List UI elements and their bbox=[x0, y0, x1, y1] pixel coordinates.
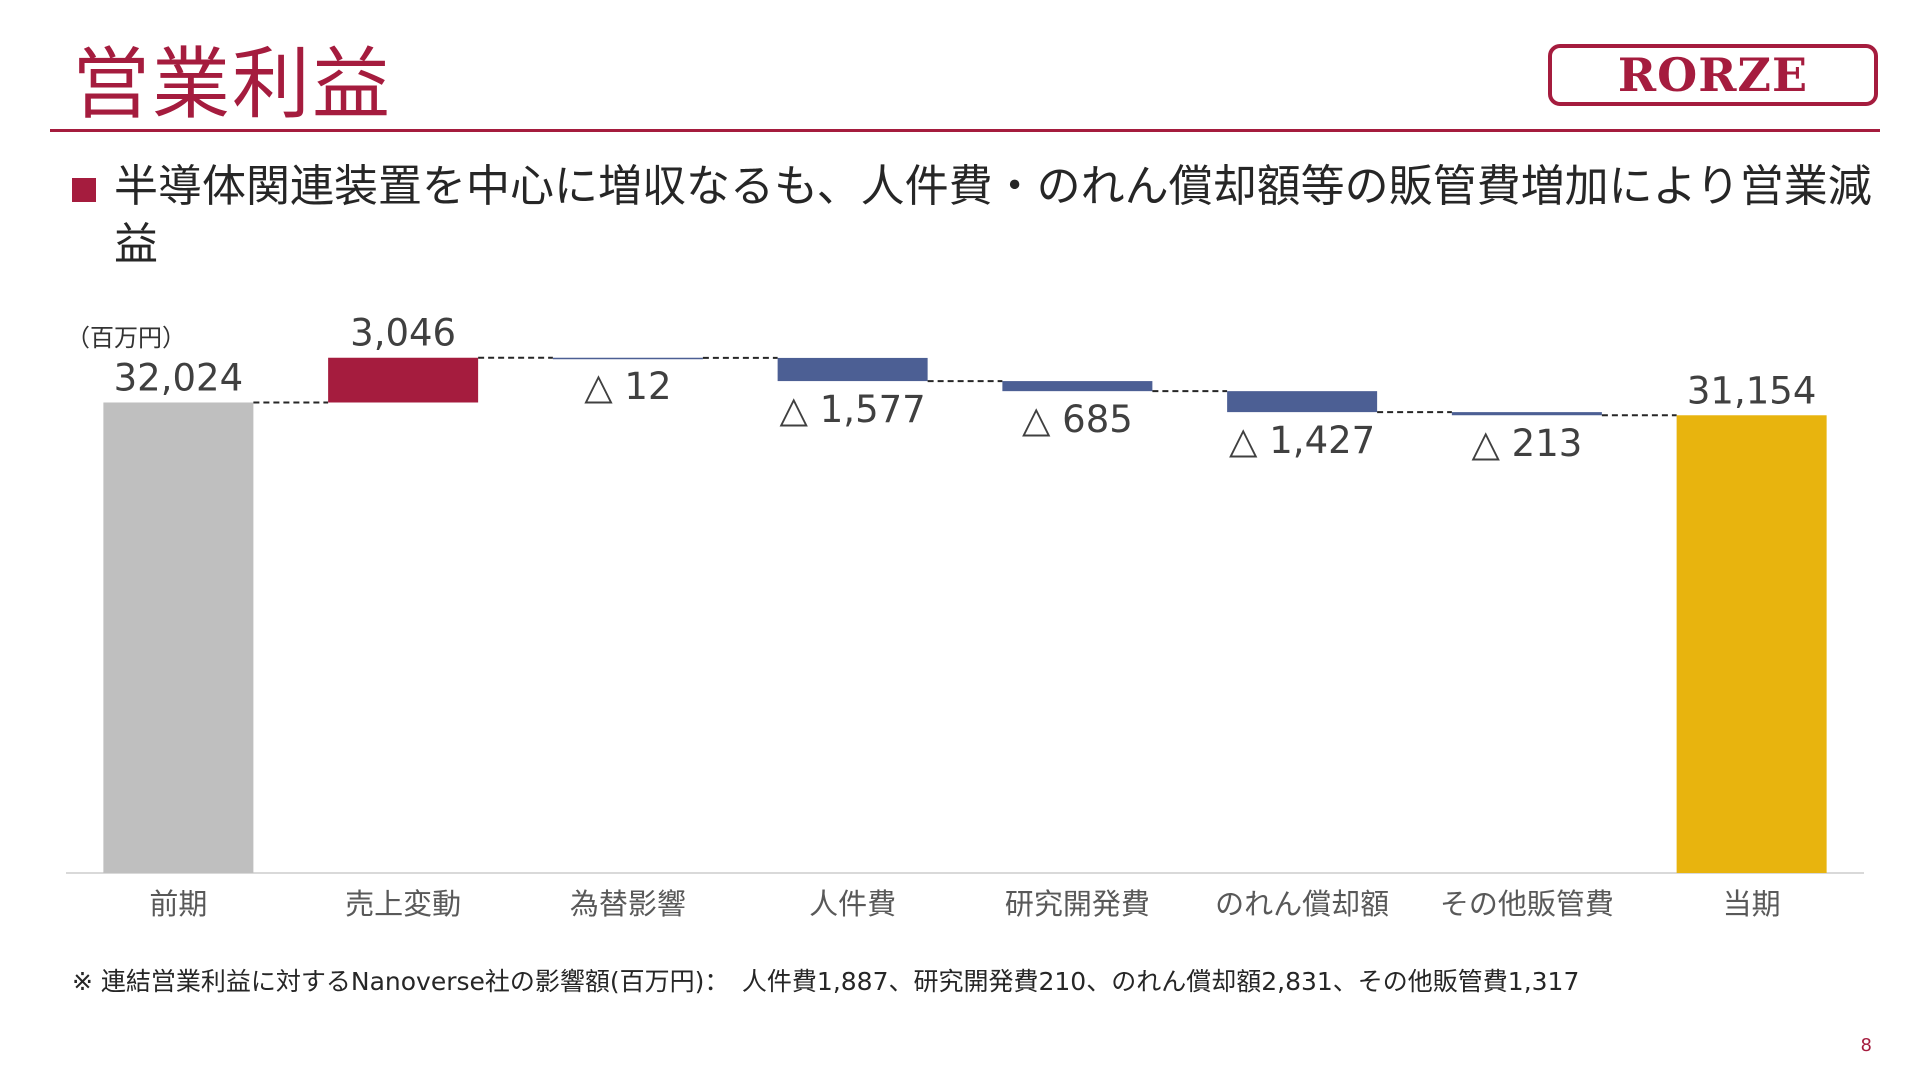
data-label-6: △ 213 bbox=[1471, 422, 1582, 465]
bar-0 bbox=[103, 402, 254, 873]
data-label-5: △ 1,427 bbox=[1229, 419, 1375, 462]
category-label-3: 人件費 bbox=[809, 887, 896, 921]
company-logo: RORZE bbox=[1548, 44, 1878, 106]
headline-text: 半導体関連装置を中心に増収なるも、人件費・のれん償却額等の販管費増加により営業減… bbox=[114, 161, 1872, 270]
data-label-0: 32,024 bbox=[114, 356, 243, 399]
data-label-7: 31,154 bbox=[1687, 369, 1816, 412]
headline-bullet: 半導体関連装置を中心に増収なるも、人件費・のれん償却額等の販管費増加により営業減… bbox=[72, 158, 1912, 274]
category-label-6: その他販管費 bbox=[1440, 887, 1614, 921]
data-label-4: △ 685 bbox=[1022, 398, 1133, 441]
bar-3 bbox=[777, 357, 928, 382]
data-label-2: △ 12 bbox=[584, 365, 671, 408]
unit-label: （百万円） bbox=[66, 324, 186, 352]
bar-4 bbox=[1002, 381, 1153, 392]
title-divider bbox=[50, 129, 1880, 132]
page-number: 8 bbox=[1860, 1035, 1872, 1056]
logo-text: RORZE bbox=[1617, 48, 1809, 102]
bar-5 bbox=[1227, 391, 1378, 413]
category-label-4: 研究開発費 bbox=[1005, 887, 1150, 921]
category-label-0: 前期 bbox=[149, 887, 207, 921]
bar-7 bbox=[1676, 415, 1827, 873]
category-label-2: 為替影響 bbox=[570, 887, 686, 921]
bullet-square-icon bbox=[72, 178, 96, 202]
category-label-5: のれん償却額 bbox=[1215, 887, 1389, 921]
bar-6 bbox=[1451, 412, 1602, 416]
data-label-3: △ 1,577 bbox=[780, 388, 926, 431]
category-label-1: 売上変動 bbox=[345, 887, 461, 921]
category-label-7: 当期 bbox=[1723, 887, 1781, 921]
footnote: ※ 連結営業利益に対するNanoverse社の影響額(百万円)： 人件費1,88… bbox=[72, 967, 1580, 996]
waterfall-chart: 32,024 前期 3,046 売上変動 △ 12 為替影響 △ 1,577 人件費 △ 685… bbox=[66, 312, 1864, 921]
data-label-1: 3,046 bbox=[350, 312, 456, 355]
bar-2 bbox=[552, 357, 703, 360]
page-title: 営業利益 bbox=[72, 40, 393, 130]
bar-1 bbox=[328, 357, 479, 403]
